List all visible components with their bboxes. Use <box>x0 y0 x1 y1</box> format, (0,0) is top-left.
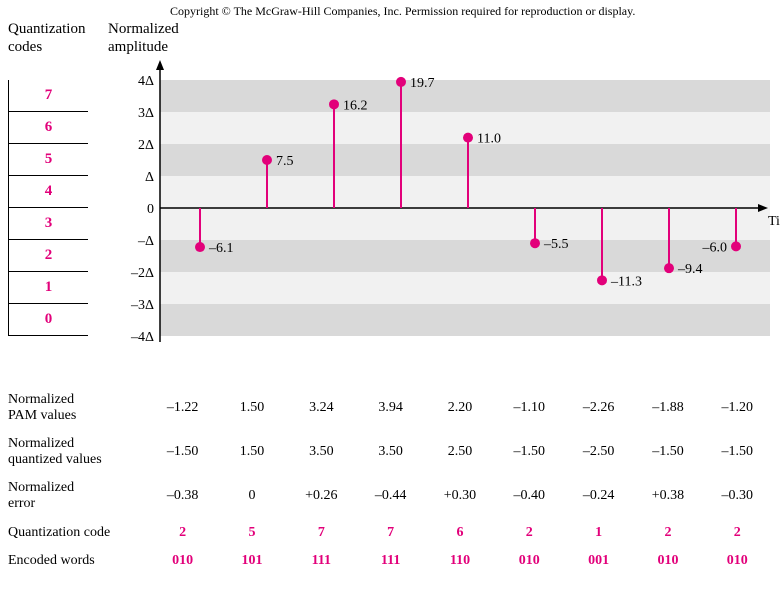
qc-cell: 7 <box>356 525 425 541</box>
ew-cell: 110 <box>425 553 494 569</box>
quantization-code-level: 5 <box>8 144 88 176</box>
err-cell: –0.38 <box>148 488 217 504</box>
pam-cell: –1.22 <box>148 400 217 416</box>
svg-text:0: 0 <box>147 202 154 217</box>
qc-cell: 1 <box>564 525 633 541</box>
normalized-amplitude-label: Normalizedamplitude <box>108 20 179 56</box>
pam-row: NormalizedPAM values –1.221.503.243.942.… <box>8 392 772 424</box>
svg-text:–6.1: –6.1 <box>208 241 234 256</box>
qv-cell: –1.50 <box>148 444 217 460</box>
quantization-code-level: 6 <box>8 112 88 144</box>
qc-cell: 7 <box>287 525 356 541</box>
svg-text:Δ: Δ <box>145 170 154 185</box>
svg-text:–2Δ: –2Δ <box>130 266 154 281</box>
time-axis-label: Time <box>768 214 780 230</box>
qv-cell: –1.50 <box>703 444 772 460</box>
quantization-code-level: 4 <box>8 176 88 208</box>
svg-text:16.2: 16.2 <box>343 98 368 113</box>
err-cell: +0.26 <box>287 488 356 504</box>
err-cell: 0 <box>217 488 286 504</box>
quantization-codes-label: Quantizationcodes <box>8 20 85 56</box>
qc-label: Quantization code <box>8 525 148 541</box>
pam-cell: 3.94 <box>356 400 425 416</box>
svg-text:–3Δ: –3Δ <box>130 298 154 313</box>
ew-cell: 001 <box>564 553 633 569</box>
ew-cell: 010 <box>633 553 702 569</box>
pam-cell: –1.88 <box>633 400 702 416</box>
svg-text:–Δ: –Δ <box>137 234 154 249</box>
qv-cell: –1.50 <box>633 444 702 460</box>
qv-cell: –2.50 <box>564 444 633 460</box>
ew-cell: 010 <box>495 553 564 569</box>
ew-label: Encoded words <box>8 553 148 569</box>
ew-row: Encoded words 01010111111111001000101001… <box>8 553 772 569</box>
svg-text:–5.5: –5.5 <box>543 237 569 252</box>
qv-row: Normalizedquantized values –1.501.503.50… <box>8 436 772 468</box>
chart-svg: 4Δ 3Δ 2Δ Δ 0 –Δ –2Δ –3Δ –4Δ –6.1 7.5 16.2 19.7 11.0 –5… <box>130 60 770 380</box>
ew-cell: 111 <box>356 553 425 569</box>
qc-cell: 6 <box>425 525 494 541</box>
qv-label: Normalizedquantized values <box>8 436 148 468</box>
qc-cell: 2 <box>703 525 772 541</box>
qv-cell: 1.50 <box>217 444 286 460</box>
svg-text:–9.4: –9.4 <box>677 262 703 277</box>
err-cell: –0.30 <box>703 488 772 504</box>
copyright-text: Copyright © The McGraw-Hill Companies, I… <box>170 4 635 19</box>
svg-text:–6.0: –6.0 <box>702 240 728 255</box>
svg-text:–4Δ: –4Δ <box>130 330 154 345</box>
pam-cell: 3.24 <box>287 400 356 416</box>
qc-cell: 5 <box>217 525 286 541</box>
quantization-chart: 4Δ 3Δ 2Δ Δ 0 –Δ –2Δ –3Δ –4Δ –6.1 7.5 16.2 19.7 11.0 –5… <box>130 60 770 380</box>
svg-text:7.5: 7.5 <box>276 154 294 169</box>
pam-cell: –1.20 <box>703 400 772 416</box>
pam-cell: 1.50 <box>217 400 286 416</box>
data-tables: NormalizedPAM values –1.221.503.243.942.… <box>8 392 772 581</box>
err-label: Normalizederror <box>8 480 148 512</box>
svg-text:4Δ: 4Δ <box>138 74 154 89</box>
quantization-codes-list: 76543210 <box>8 80 88 336</box>
err-row: Normalizederror –0.380+0.26–0.44+0.30–0.… <box>8 480 772 512</box>
qv-cell: 2.50 <box>425 444 494 460</box>
pam-cell: –1.10 <box>495 400 564 416</box>
pam-cell: –2.26 <box>564 400 633 416</box>
qc-cell: 2 <box>495 525 564 541</box>
err-cell: +0.30 <box>425 488 494 504</box>
quantization-code-level: 2 <box>8 240 88 272</box>
ew-cell: 010 <box>703 553 772 569</box>
ew-cell: 111 <box>287 553 356 569</box>
qv-cell: 3.50 <box>356 444 425 460</box>
qv-cell: –1.50 <box>495 444 564 460</box>
ew-cell: 101 <box>217 553 286 569</box>
svg-text:2Δ: 2Δ <box>138 138 154 153</box>
qv-cell: 3.50 <box>287 444 356 460</box>
quantization-code-level: 7 <box>8 80 88 112</box>
svg-text:–11.3: –11.3 <box>610 274 642 289</box>
ew-cell: 010 <box>148 553 217 569</box>
quantization-code-level: 0 <box>8 304 88 336</box>
pam-label: NormalizedPAM values <box>8 392 148 424</box>
err-cell: –0.44 <box>356 488 425 504</box>
quantization-code-level: 1 <box>8 272 88 304</box>
err-cell: –0.40 <box>495 488 564 504</box>
quantization-code-level: 3 <box>8 208 88 240</box>
qc-row: Quantization code 257762122 <box>8 525 772 541</box>
svg-text:3Δ: 3Δ <box>138 106 154 121</box>
svg-text:11.0: 11.0 <box>477 132 501 147</box>
qc-cell: 2 <box>633 525 702 541</box>
qc-cell: 2 <box>148 525 217 541</box>
err-cell: –0.24 <box>564 488 633 504</box>
svg-text:19.7: 19.7 <box>410 76 435 91</box>
pam-cell: 2.20 <box>425 400 494 416</box>
err-cell: +0.38 <box>633 488 702 504</box>
